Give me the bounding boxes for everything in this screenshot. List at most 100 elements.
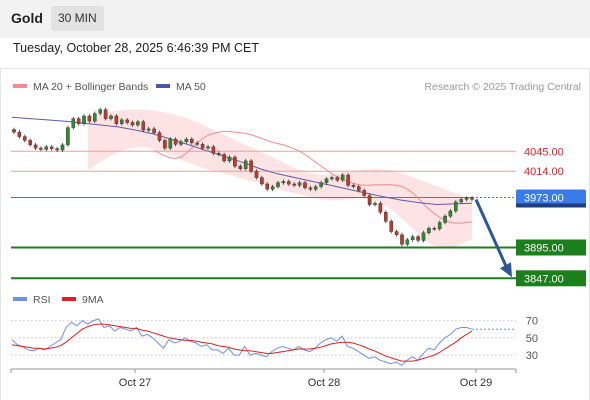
candle [373, 203, 377, 205]
forecast-arrow-shaft [474, 198, 509, 269]
candle [66, 127, 70, 146]
rsi-tick-label: 30 [526, 350, 538, 362]
candle [459, 199, 464, 203]
level-labels: 4045.00 4014.00 3973.00 3895.00 3847.00 [516, 146, 586, 287]
candle [470, 197, 474, 200]
attribution: Research © 2025 Trading Central [424, 81, 581, 93]
candle [98, 109, 102, 114]
candle [416, 236, 420, 241]
x-tick-label: Oct 29 [460, 377, 492, 389]
candle [303, 182, 307, 188]
candle [168, 138, 173, 149]
candle [340, 174, 345, 181]
candle [351, 185, 356, 187]
candle [437, 222, 442, 230]
candle [44, 146, 49, 150]
candle [254, 170, 259, 178]
current-price-tag [516, 189, 586, 206]
legend-swatch-ma50 [156, 84, 170, 88]
candle [378, 203, 383, 213]
legend-swatch-rsi [13, 297, 27, 301]
candle [362, 190, 367, 196]
level-label: 3895.00 [524, 243, 564, 255]
candle [238, 165, 243, 169]
candle [357, 186, 361, 191]
candle [17, 131, 22, 137]
candle [292, 183, 297, 186]
candle [448, 210, 453, 217]
level-label: 4045.00 [524, 146, 564, 158]
candle [173, 138, 178, 145]
bollinger-bands [88, 109, 472, 249]
candle [249, 160, 253, 172]
candle [276, 182, 280, 187]
timeframe-badge[interactable]: 30 MIN [51, 6, 104, 31]
candle [33, 144, 38, 149]
x-axis-labels: Oct 27 Oct 28 Oct 29 [10, 369, 517, 389]
legend-label-ma50: MA 50 [176, 81, 206, 93]
candle [432, 228, 437, 230]
candle [119, 119, 124, 124]
candle [394, 231, 399, 235]
candle [443, 215, 447, 223]
candle [405, 239, 410, 245]
candle [136, 121, 140, 126]
rsi-ma-line [11, 323, 473, 362]
candle [216, 152, 221, 155]
candle [410, 236, 415, 241]
ma50-line [11, 116, 473, 206]
candle [49, 146, 54, 149]
candle [23, 136, 27, 141]
price-levels [11, 150, 516, 280]
candle [114, 115, 119, 124]
timestamp: Tuesday, October 28, 2025 6:46:39 PM CET [13, 41, 259, 55]
candle [454, 201, 458, 212]
candle [71, 118, 76, 128]
level-label: 4014.00 [524, 166, 564, 178]
candle [28, 140, 33, 146]
candle [87, 115, 92, 122]
price-legend: MA 20 + Bollinger Bands MA 50 [13, 81, 206, 93]
level-label: 3847.00 [524, 273, 564, 285]
candle [141, 121, 146, 131]
candle [179, 141, 183, 145]
x-tick-label: Oct 28 [308, 377, 340, 389]
candles [12, 107, 474, 247]
candle [287, 181, 291, 185]
candle [76, 118, 81, 124]
candle [12, 129, 16, 133]
candle [260, 177, 264, 185]
candle [157, 132, 162, 141]
candle [211, 146, 216, 154]
candle [389, 220, 394, 232]
candle [297, 182, 302, 186]
forecast-arrow-head [500, 262, 512, 278]
candle [109, 115, 113, 119]
candle [55, 148, 59, 151]
candle [39, 147, 43, 150]
support-tag [516, 239, 586, 256]
candle [184, 138, 189, 142]
candle [427, 228, 431, 234]
legend-label-rsi-ma: 9MA [82, 294, 104, 306]
current-price-tag-shadow [516, 203, 586, 208]
candle [206, 146, 210, 149]
candle [421, 232, 426, 241]
bollinger-band-area [88, 109, 472, 249]
rsi-tick-label: 50 [526, 333, 538, 345]
candle [189, 138, 194, 144]
level-label: 3973.00 [524, 193, 564, 205]
instrument-title: Gold [11, 10, 43, 26]
candle [384, 211, 388, 222]
candle [60, 144, 65, 151]
support-tag [516, 270, 586, 287]
candle [265, 183, 270, 190]
header-bar: Gold 30 MIN [0, 0, 590, 38]
candle [103, 109, 108, 119]
candle [243, 160, 248, 169]
legend-label-rsi: RSI [33, 294, 51, 306]
legend-swatch-ma20 [13, 84, 27, 88]
forecast-arrow [474, 198, 512, 278]
candle [146, 128, 151, 131]
